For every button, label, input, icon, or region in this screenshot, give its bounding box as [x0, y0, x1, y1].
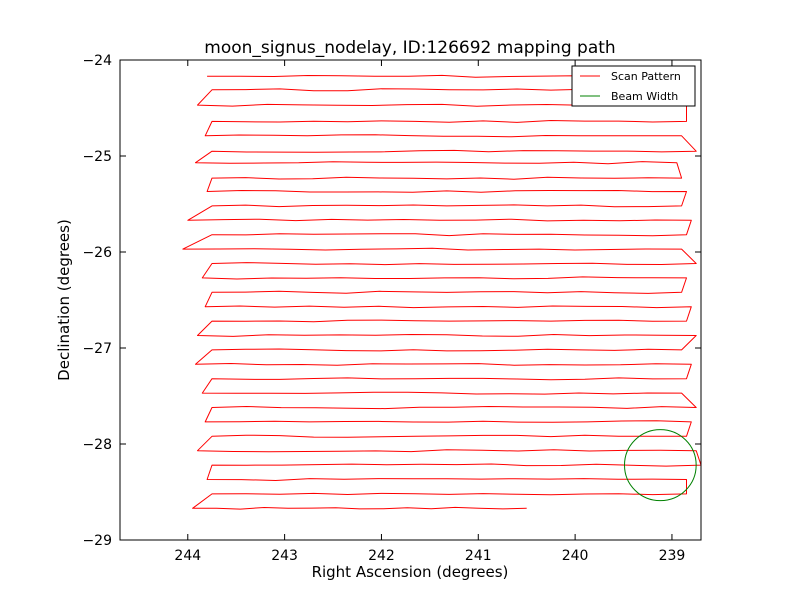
scan-pattern-line — [182, 74, 701, 510]
y-tick-label: −29 — [82, 533, 112, 549]
legend-box — [571, 65, 696, 107]
x-tick-label: 244 — [174, 548, 201, 564]
y-tick-label: −27 — [82, 341, 112, 357]
x-tick-label: 243 — [271, 548, 298, 564]
y-axis-ticks: −24 −25 −26 −27 −28 −29 — [82, 53, 701, 549]
plot-background — [120, 60, 701, 540]
legend-label-beam-width: Beam Width — [611, 90, 678, 103]
y-axis-label: Declination (degrees) — [55, 219, 73, 381]
plot-frame — [119, 59, 702, 541]
y-tick-label: −26 — [82, 245, 112, 261]
x-tick-label: 242 — [368, 548, 395, 564]
beam-width-circle — [624, 429, 697, 502]
x-axis-label: Right Ascension (degrees) — [312, 563, 509, 581]
beam-width-series — [624, 429, 697, 502]
x-tick-label: 239 — [659, 548, 686, 564]
y-tick-label: −28 — [82, 437, 112, 453]
x-tick-label: 241 — [465, 548, 492, 564]
scan-pattern-series — [182, 74, 701, 510]
plot-clip-group — [182, 74, 701, 510]
x-axis-ticks: 244 243 242 241 240 239 — [174, 60, 685, 564]
x-tick-label: 240 — [562, 548, 589, 564]
y-tick-label: −24 — [82, 53, 112, 69]
plot-area — [119, 59, 702, 541]
legend-label-scan-pattern: Scan Pattern — [611, 70, 681, 83]
legend: Scan Pattern Beam Width — [571, 65, 696, 107]
chart-title: moon_signus_nodelay, ID:126692 mapping p… — [204, 38, 615, 58]
y-tick-label: −25 — [82, 149, 112, 165]
